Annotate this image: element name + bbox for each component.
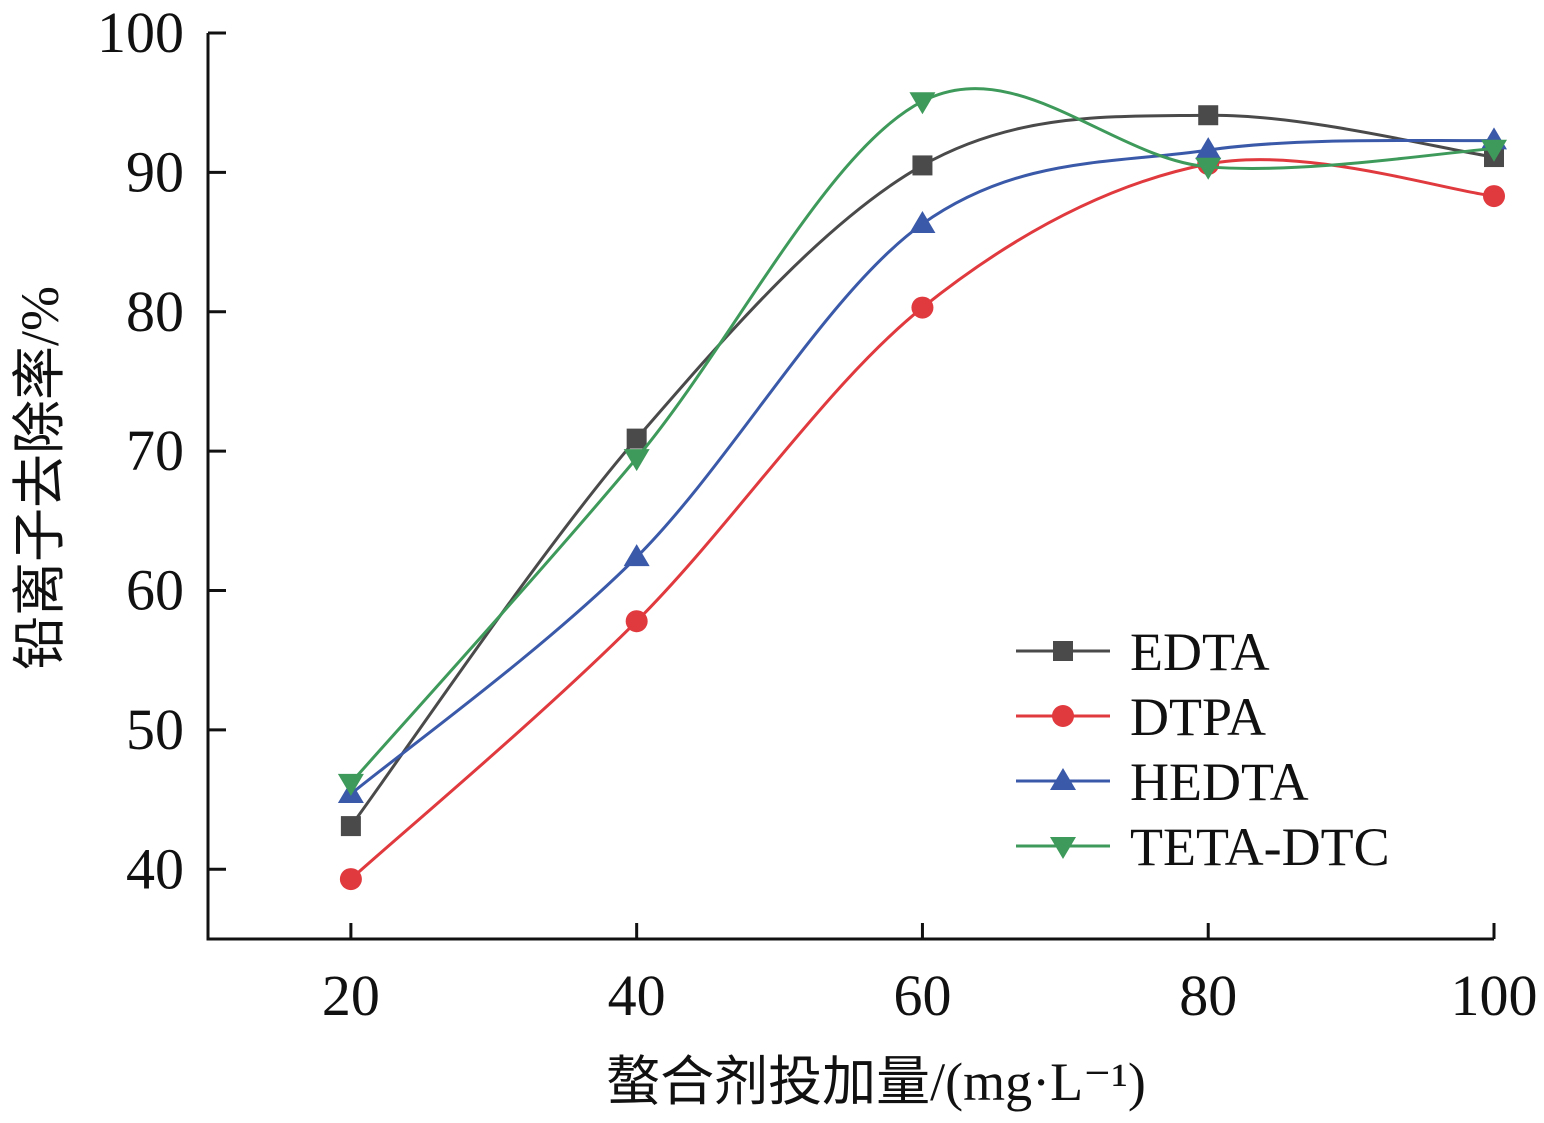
- data-point: [1483, 185, 1505, 208]
- y-tick-label: 60: [126, 558, 184, 623]
- legend-label: TETA-DTC: [1130, 817, 1390, 877]
- series-line: [349, 87, 1495, 784]
- legend-item: HEDTA: [1016, 752, 1309, 812]
- y-tick-label: 100: [97, 0, 184, 65]
- data-point: [340, 816, 361, 837]
- data-point: [625, 610, 648, 633]
- data-point: [911, 296, 934, 319]
- legend-item: EDTA: [1016, 622, 1270, 682]
- y-tick-label: 50: [126, 697, 184, 762]
- series-line: [349, 158, 1495, 881]
- axes: [206, 33, 1494, 941]
- legend-label: DTPA: [1130, 687, 1266, 747]
- x-tick-label: 80: [1179, 963, 1237, 1028]
- data-point: [1195, 157, 1222, 180]
- y-tick-label: 90: [126, 139, 184, 204]
- data-point: [339, 868, 362, 891]
- legend-item: TETA-DTC: [1016, 817, 1390, 877]
- legend-marker: [1050, 768, 1076, 790]
- legend-marker: [1050, 837, 1076, 859]
- data-point: [909, 92, 936, 115]
- y-axis-ticks: 40 50 60 70 80 90 100: [97, 0, 226, 901]
- y-axis-title: 铅离子去除率/%: [10, 286, 70, 670]
- series-dtpa: [339, 153, 1505, 891]
- y-tick-label: 40: [126, 836, 184, 901]
- series-line: [349, 138, 1495, 796]
- legend-marker: [1053, 641, 1073, 661]
- data-point: [1198, 105, 1219, 126]
- data-point: [337, 773, 364, 796]
- data-point: [909, 210, 936, 233]
- series-layer: [337, 87, 1507, 891]
- x-tick-label: 40: [608, 963, 666, 1028]
- x-axis-title: 螯合剂投加量/(mg·L⁻¹): [606, 1052, 1146, 1112]
- y-tick-label: 70: [126, 418, 184, 483]
- x-tick-label: 20: [322, 963, 380, 1028]
- x-tick-label: 60: [893, 963, 951, 1028]
- x-tick-label: 100: [1451, 963, 1538, 1028]
- legend-item: DTPA: [1016, 687, 1266, 747]
- axis-frame: [206, 33, 1494, 941]
- data-point: [912, 155, 933, 176]
- y-tick-label: 80: [126, 279, 184, 344]
- data-point: [1195, 137, 1222, 160]
- legend-marker: [1052, 705, 1074, 727]
- data-point: [626, 428, 647, 449]
- data-point: [623, 449, 650, 472]
- x-axis-ticks: 20 40 60 80 100: [322, 923, 1538, 1028]
- data-point: [623, 544, 650, 567]
- series-hedta: [337, 127, 1507, 804]
- legend-label: EDTA: [1130, 622, 1270, 682]
- legend-label: HEDTA: [1130, 752, 1309, 812]
- series-teta-dtc: [337, 87, 1507, 796]
- data-point: [1481, 139, 1507, 162]
